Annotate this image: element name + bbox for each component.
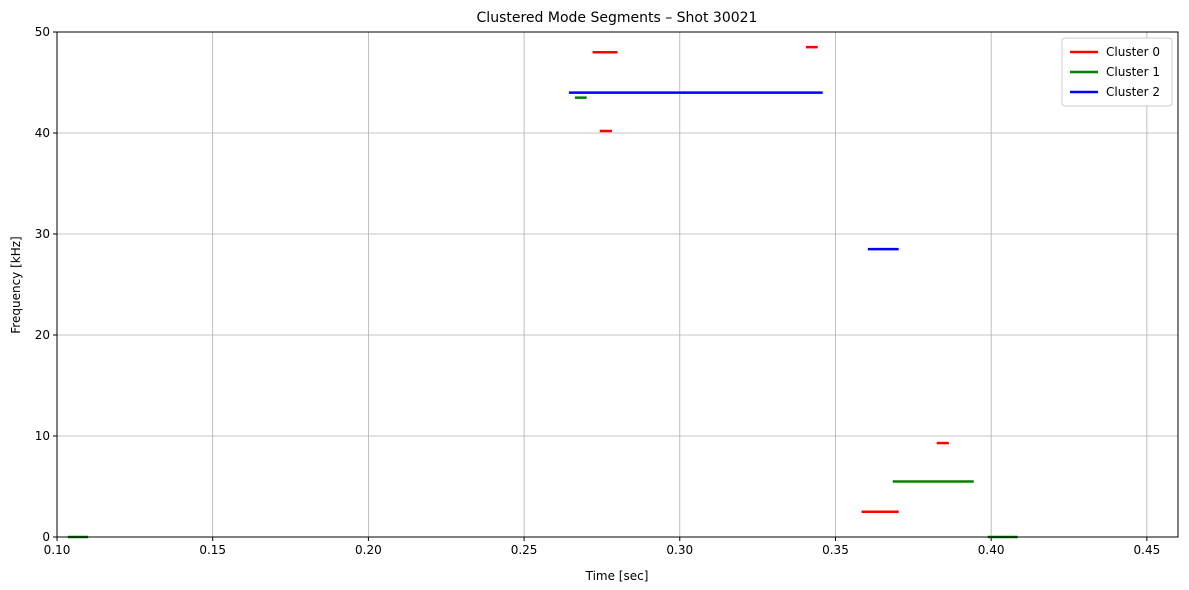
legend-label: Cluster 1 bbox=[1106, 65, 1160, 79]
y-tick-label: 30 bbox=[35, 227, 50, 241]
x-tick-label: 0.40 bbox=[978, 543, 1005, 557]
x-tick-label: 0.35 bbox=[822, 543, 849, 557]
y-tick-label: 50 bbox=[35, 25, 50, 39]
x-tick-label: 0.20 bbox=[355, 543, 382, 557]
x-tick-label: 0.45 bbox=[1134, 543, 1161, 557]
x-tick-label: 0.10 bbox=[44, 543, 71, 557]
plot-frame bbox=[56, 31, 1179, 538]
y-tick-label: 20 bbox=[35, 328, 50, 342]
y-axis-label: Frequency [kHz] bbox=[9, 236, 23, 333]
y-tick-label: 40 bbox=[35, 126, 50, 140]
x-axis-label: Time [sec] bbox=[585, 569, 649, 583]
chart-title: Clustered Mode Segments – Shot 30021 bbox=[477, 10, 758, 26]
legend-box bbox=[1061, 37, 1173, 107]
x-tick-label: 0.30 bbox=[666, 543, 693, 557]
y-tick-label: 10 bbox=[35, 429, 50, 443]
legend-label: Cluster 0 bbox=[1106, 45, 1160, 59]
x-tick-label: 0.15 bbox=[199, 543, 226, 557]
x-tick-label: 0.25 bbox=[511, 543, 538, 557]
y-tick-label: 0 bbox=[42, 530, 50, 544]
legend-label: Cluster 2 bbox=[1106, 85, 1160, 99]
